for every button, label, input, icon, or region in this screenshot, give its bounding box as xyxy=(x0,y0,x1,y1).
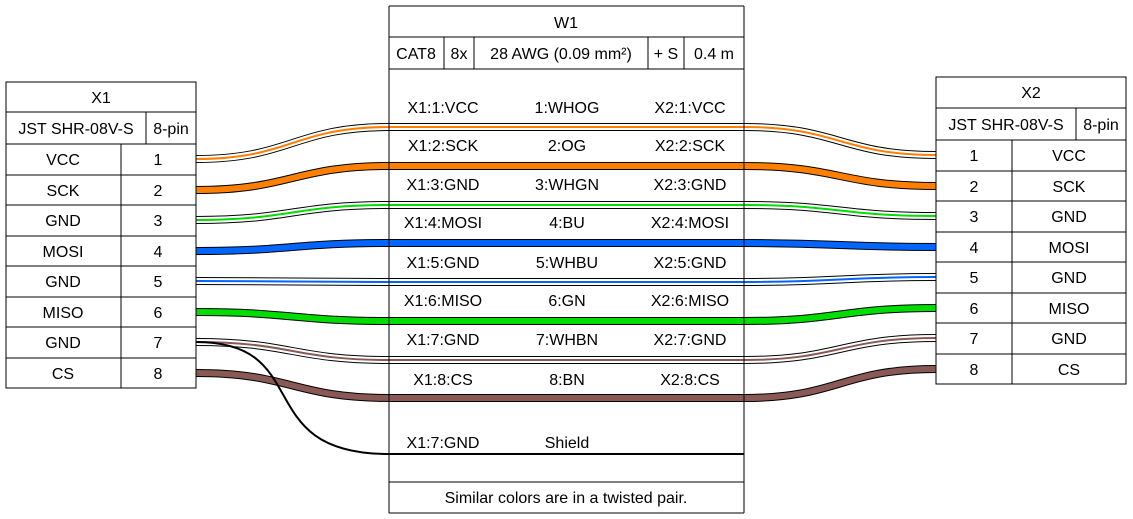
connector-x1-title: X1 xyxy=(91,90,111,107)
x1-pin-number: 7 xyxy=(154,335,163,352)
wire-8 xyxy=(195,366,937,401)
connector-x1-frame xyxy=(5,81,197,389)
wire-stripe xyxy=(195,126,937,160)
x2-pin-number: 7 xyxy=(970,331,979,348)
x1-pin-label: GND xyxy=(45,213,81,230)
x1-pin-label: MOSI xyxy=(43,244,84,261)
shield-label: Shield xyxy=(545,435,589,452)
wire-label-right: X2:1:VCC xyxy=(654,100,725,117)
wire-label-left: X1:5:GND xyxy=(407,255,480,272)
wire-label-color: 4:BU xyxy=(549,215,585,232)
x2-pin-label: VCC xyxy=(1052,148,1086,165)
wire-stripe xyxy=(195,204,937,221)
x2-pin-label: CS xyxy=(1058,362,1080,379)
x1-pin-number: 2 xyxy=(154,183,163,200)
cable-spec-gauge: 28 AWG (0.09 mm²) xyxy=(490,46,632,63)
x1-pin-number: 5 xyxy=(154,274,163,291)
wire-2 xyxy=(195,163,937,193)
cable-spec-type: CAT8 xyxy=(396,46,436,63)
connector-x1-type: JST SHR-08V-S xyxy=(18,121,133,138)
wire-6 xyxy=(195,305,937,324)
x1-pin-label: GND xyxy=(45,335,81,352)
cable-w1: W1 CAT8 8x 28 AWG (0.09 mm²) + S 0.4 m X… xyxy=(388,5,745,514)
wire-label-color: 6:GN xyxy=(548,293,585,310)
x2-pin-label: GND xyxy=(1051,331,1087,348)
cable-spec-shield: + S xyxy=(654,46,678,63)
x2-pin-number: 1 xyxy=(970,148,979,165)
wire-label-left: X1:1:VCC xyxy=(407,100,478,117)
connector-x2-title: X2 xyxy=(1021,85,1041,102)
x1-pin-number: 1 xyxy=(154,152,163,169)
wire-label-color: 3:WHGN xyxy=(535,177,599,194)
x2-pin-number: 2 xyxy=(970,179,979,196)
wire-label-right: X2:2:SCK xyxy=(655,138,726,155)
wire-label-left: X1:4:MOSI xyxy=(404,215,482,232)
x2-pin-label: MISO xyxy=(1049,301,1090,318)
cable-spec-count: 8x xyxy=(451,46,468,63)
x2-pin-label: MOSI xyxy=(1049,240,1090,257)
x2-pin-label: SCK xyxy=(1053,179,1086,196)
wire-label-right: X2:5:GND xyxy=(654,255,727,272)
wire-label-right: X2:4:MOSI xyxy=(651,215,729,232)
wire-label-right: X2:7:GND xyxy=(654,332,727,349)
wire-label-right: X2:8:CS xyxy=(660,372,720,389)
x2-pin-number: 8 xyxy=(970,362,979,379)
wire-label-left: X1:2:SCK xyxy=(408,138,479,155)
wire-label-color: 2:OG xyxy=(548,138,586,155)
wire-label-color: 1:WHOG xyxy=(535,100,600,117)
shield-wire xyxy=(195,341,744,455)
wire-stripe xyxy=(195,337,937,361)
shield-label-left: X1:7:GND xyxy=(407,435,480,452)
x2-pin-label: GND xyxy=(1051,270,1087,287)
wires-layer xyxy=(195,123,937,455)
wire-label-left: X1:6:MISO xyxy=(404,293,482,310)
x1-pin-number: 3 xyxy=(154,213,163,230)
x2-pin-number: 3 xyxy=(970,209,979,226)
wire-label-color: 7:WHBN xyxy=(536,332,598,349)
x1-pin-label: VCC xyxy=(46,152,80,169)
wire-label-left: X1:3:GND xyxy=(407,177,480,194)
wire-label-color: 5:WHBU xyxy=(536,255,598,272)
wire-stripe xyxy=(195,276,937,283)
connector-x2-type: JST SHR-08V-S xyxy=(948,117,1063,134)
connector-x2-frame xyxy=(935,76,1127,385)
cable-w1-title: W1 xyxy=(554,15,578,32)
wire-label-left: X1:7:GND xyxy=(407,332,480,349)
x1-pin-label: MISO xyxy=(43,305,84,322)
cable-spec-length: 0.4 m xyxy=(694,46,734,63)
x1-pin-label: GND xyxy=(45,274,81,291)
connector-x1-pincount: 8-pin xyxy=(153,121,189,138)
wire-label-left: X1:8:CS xyxy=(413,372,473,389)
cable-note: Similar colors are in a twisted pair. xyxy=(445,490,688,507)
x1-pin-number: 6 xyxy=(154,305,163,322)
x2-pin-number: 4 xyxy=(970,240,979,257)
connector-x1: X1 JST SHR-08V-S 8-pin VCC 1 SCK 2 GND 3… xyxy=(5,81,197,389)
x1-pin-label: SCK xyxy=(47,183,80,200)
connector-x2-pincount: 8-pin xyxy=(1083,117,1119,134)
x1-pin-label: CS xyxy=(52,366,74,383)
wire-label-right: X2:3:GND xyxy=(654,177,727,194)
x1-pin-number: 4 xyxy=(154,244,163,261)
x1-pin-number: 8 xyxy=(154,366,163,383)
x2-pin-number: 5 xyxy=(970,270,979,287)
wire-label-color: 8:BN xyxy=(549,372,585,389)
x2-pin-number: 6 xyxy=(970,301,979,318)
connector-x2: X2 JST SHR-08V-S 8-pin 1 VCC 2 SCK 3 GND… xyxy=(935,76,1127,385)
x2-pin-label: GND xyxy=(1051,209,1087,226)
wire-label-right: X2:6:MISO xyxy=(651,293,729,310)
